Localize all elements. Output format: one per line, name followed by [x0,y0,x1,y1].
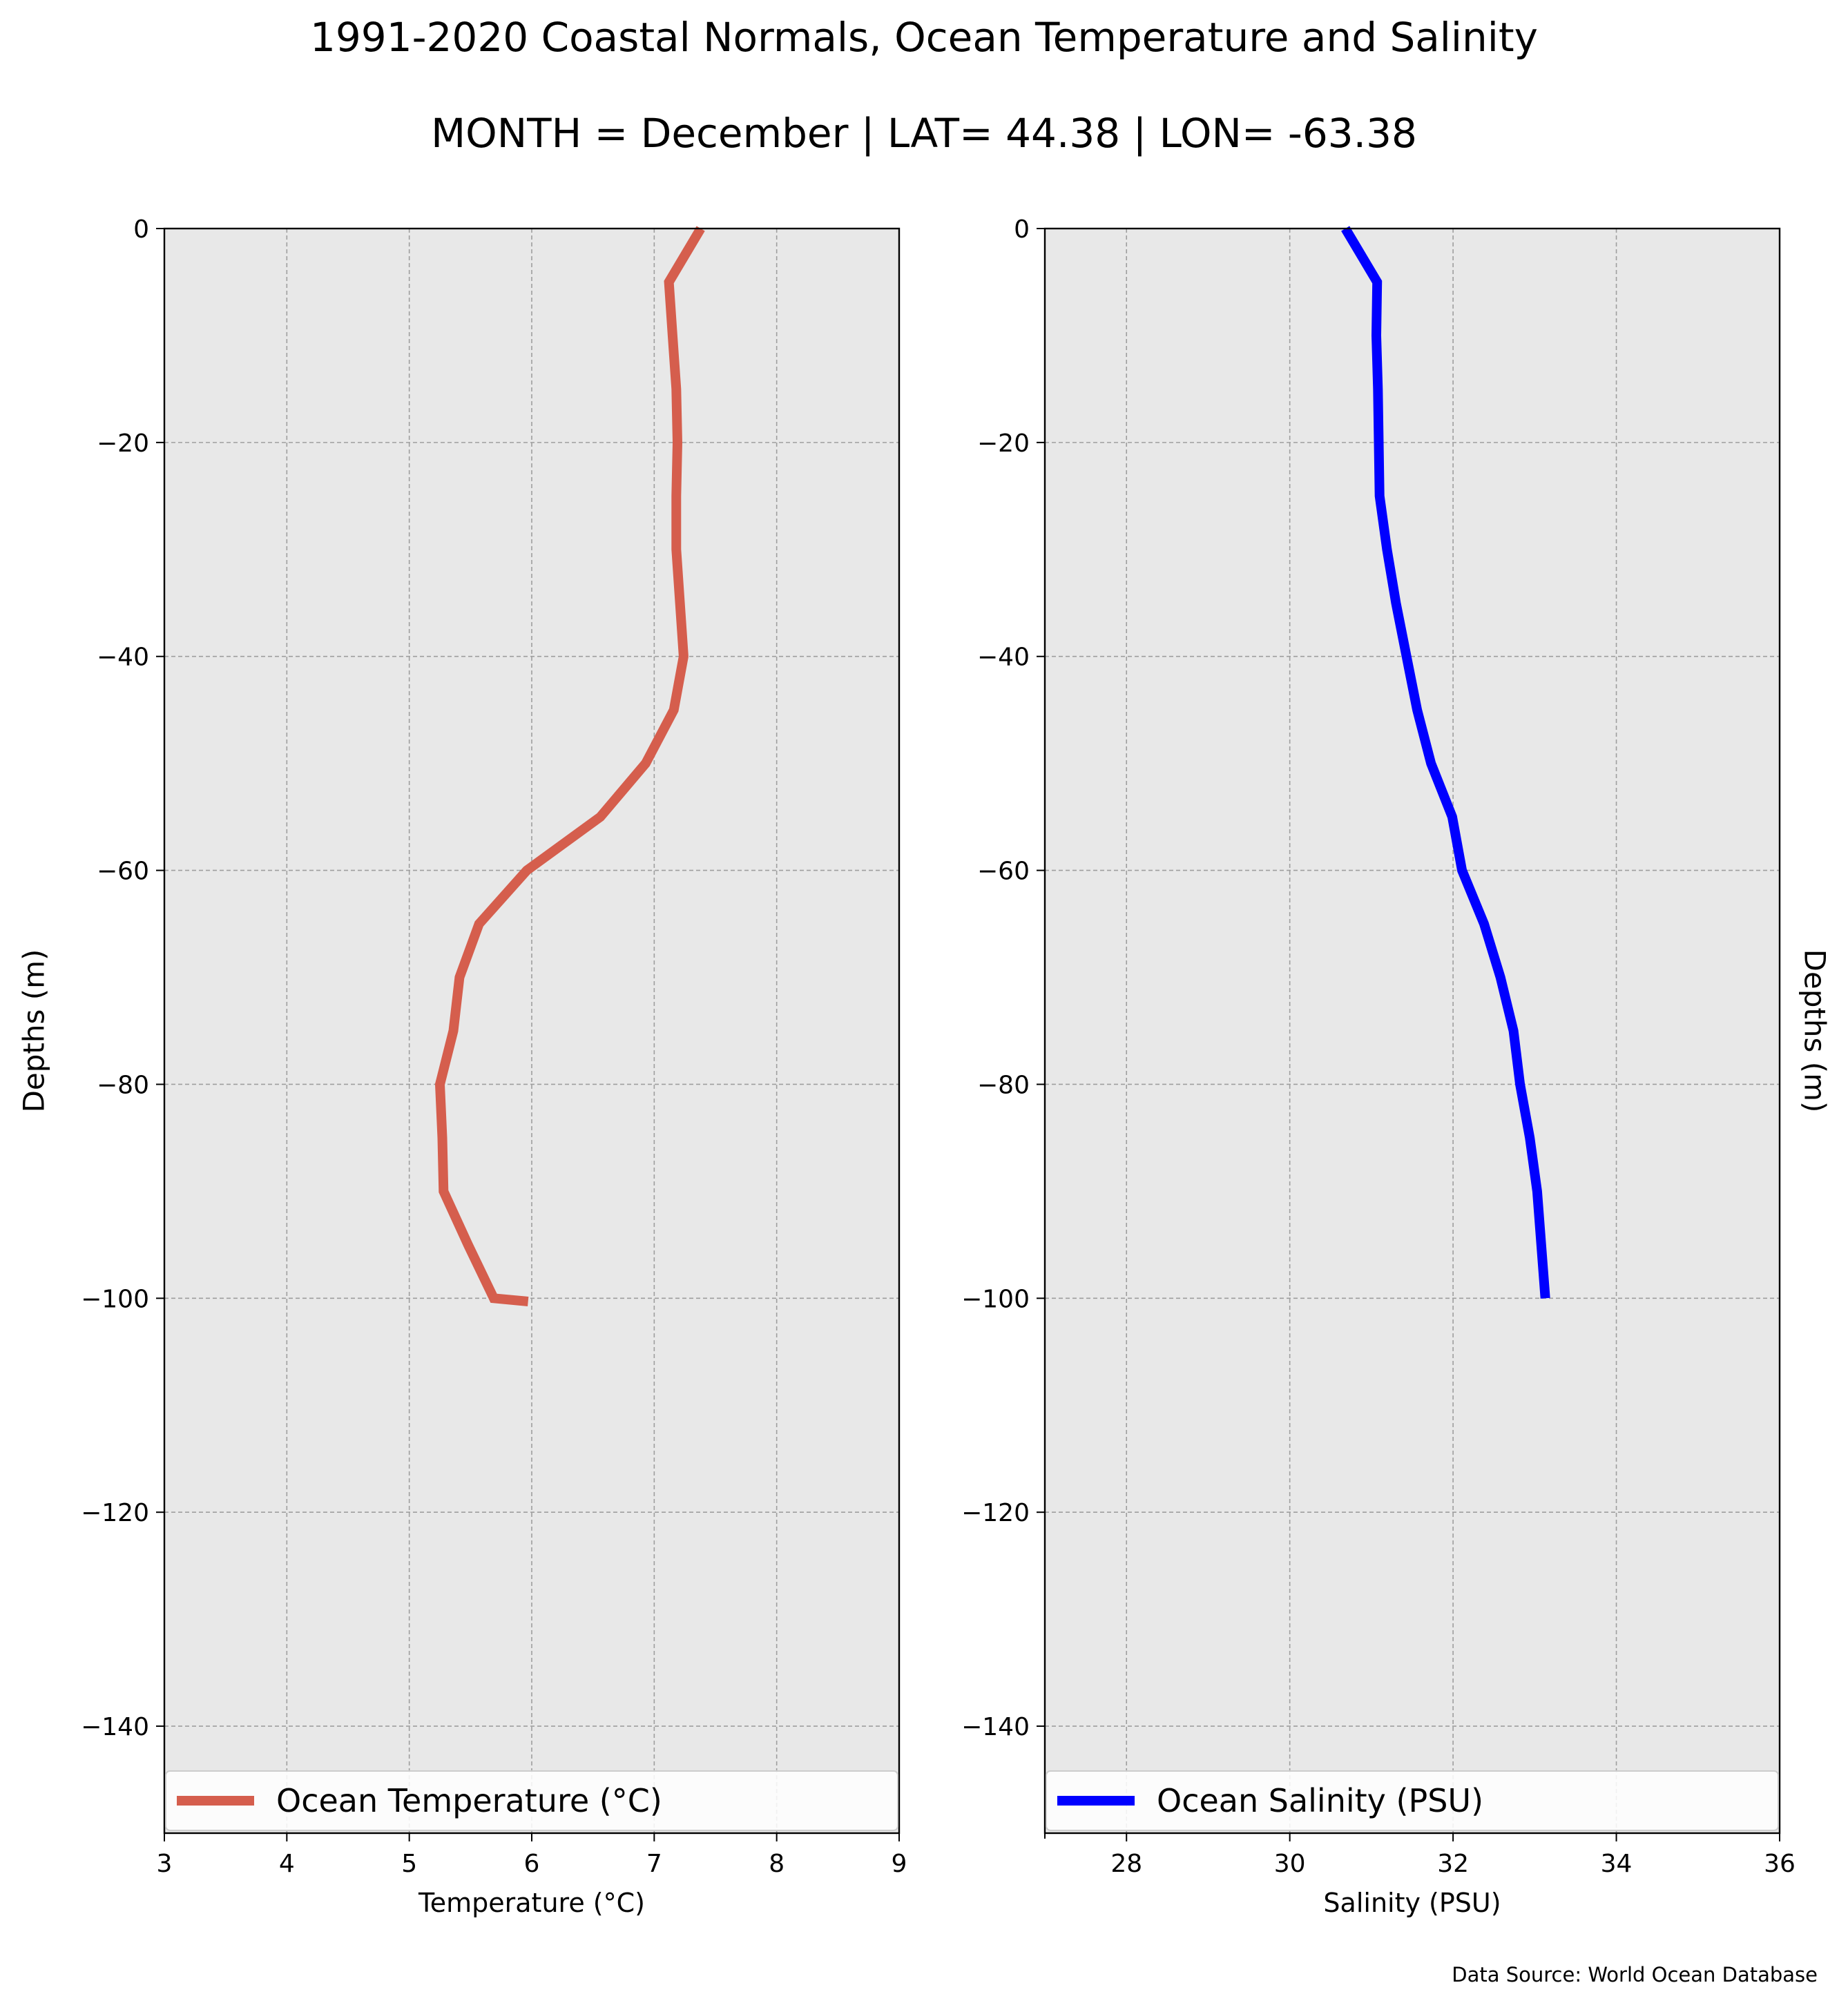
x-tick-label: 28 [1110,1850,1142,1878]
y-tick-label: −80 [977,1071,1030,1099]
y-tick-label: −60 [977,858,1030,886]
series-line [1341,226,1550,1299]
x-tick-label: 32 [1437,1850,1469,1878]
x-tick-label: 34 [1601,1850,1633,1878]
legend-entry-label: Ocean Salinity (PSU) [1157,1782,1483,1819]
salinity-panel: 0 −20 −40 −60 −80 −100 −120 −140 28 30 32 34 36 Ocean… [961,215,1831,1918]
y-tick-label: −140 [81,1713,149,1741]
legend-box [165,1770,898,1831]
series-line [434,226,705,1306]
x-tick-label: 6 [524,1850,540,1878]
y-tick-label: −140 [961,1713,1030,1741]
y-axis-label: Depths (m) [17,949,51,1113]
chart-title: 1991-2020 Coastal Normals, Ocean Tempera… [310,14,1538,61]
y-tick-label: −40 [977,644,1030,672]
y-tick-label: −20 [97,429,149,458]
axes-frame [163,227,901,1835]
x-tick-label: 3 [157,1850,173,1878]
x-axis-label: Salinity (PSU) [1323,1888,1501,1918]
y-tick-label: −100 [961,1285,1030,1313]
legend: Ocean Temperature (°C) [165,1770,898,1831]
y-tick-label: −120 [961,1499,1030,1527]
y-axis-label: Depths (m) [1798,949,1832,1113]
legend: Ocean Salinity (PSU) [1046,1770,1779,1831]
legend-box [1046,1770,1779,1831]
x-tick-label: 9 [892,1850,907,1878]
chart-subtitle: MONTH = December | LAT= 44.38 | LON= -63… [431,110,1417,157]
x-axis-label: Temperature (°C) [418,1888,645,1918]
x-tick-label: 7 [646,1850,662,1878]
data-source-note: Data Source: World Ocean Database [1452,1963,1818,1986]
x-tick-label: 30 [1274,1850,1306,1878]
y-tick-label: −40 [97,644,149,672]
axes-frame [1043,227,1781,1835]
temperature-panel: 0 −20 −40 −60 −80 −100 −120 −140 3 4 5 6 7 8 9 Ocean Te… [17,215,907,1918]
y-tick-label: −60 [97,858,149,886]
x-tick-label: 36 [1764,1850,1796,1878]
legend-entry-label: Ocean Temperature (°C) [276,1782,662,1819]
y-tick-label: −120 [81,1499,149,1527]
x-tick-label: 8 [769,1850,785,1878]
x-tick-label: 4 [279,1850,295,1878]
x-tick-label: 5 [401,1850,417,1878]
y-tick-label: −20 [977,429,1030,458]
y-tick-label: −80 [97,1071,149,1099]
y-tick-label: −100 [81,1285,149,1313]
plot-area [1045,229,1780,1833]
y-tick-label: 0 [133,215,149,244]
y-tick-label: 0 [1014,215,1030,244]
